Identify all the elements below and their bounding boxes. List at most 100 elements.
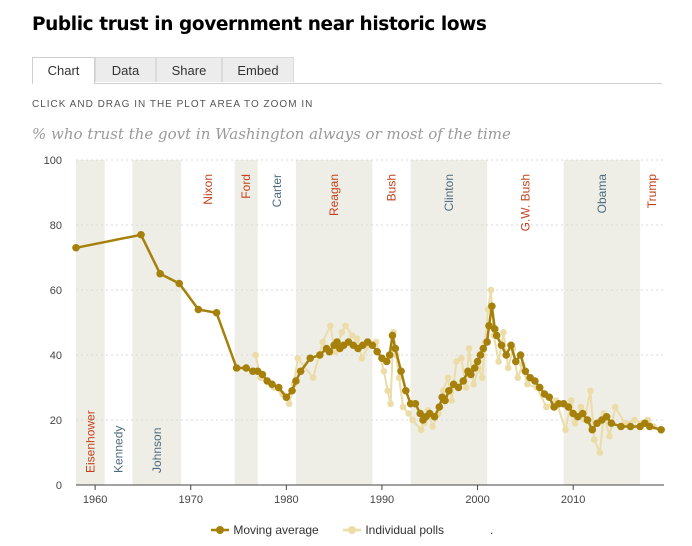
president-band (234, 160, 258, 485)
president-label: Trump (645, 174, 659, 209)
moving-average-point (459, 377, 468, 385)
moving-average-point (175, 279, 184, 288)
legend-individual-polls[interactable]: Individual polls (342, 523, 444, 537)
president-label: Ford (239, 174, 253, 199)
individual-polls-point (543, 403, 550, 411)
individual-polls-point (252, 351, 260, 359)
moving-average-point (411, 399, 420, 408)
individual-polls-point (294, 354, 302, 362)
moving-average-point (316, 351, 324, 359)
individual-polls-point (571, 419, 579, 427)
individual-polls-point (514, 374, 522, 382)
moving-average-point (488, 302, 496, 311)
moving-average-point (382, 357, 391, 366)
moving-average-point (502, 351, 511, 359)
moving-average-point (479, 344, 488, 353)
president-band (132, 160, 182, 485)
legend-individual-polls-label: Individual polls (365, 523, 445, 537)
individual-polls-point (309, 374, 317, 382)
individual-polls-point (462, 384, 470, 391)
y-tick-label: 100 (44, 155, 62, 167)
individual-polls-point (487, 286, 495, 294)
individual-polls-point (417, 426, 425, 434)
individual-polls-point (319, 338, 326, 346)
individual-polls-point (465, 345, 473, 352)
individual-polls-point (523, 380, 531, 388)
moving-average-point (137, 230, 145, 239)
moving-average-point (435, 403, 444, 411)
moving-average-point (242, 364, 250, 372)
moving-average-point (325, 347, 334, 356)
moving-average-point (258, 370, 267, 379)
moving-average-point (470, 364, 479, 372)
chart-subtitle: % who trust the govt in Washington alway… (32, 125, 511, 143)
individual-polls-point (500, 328, 507, 336)
legend-moving-average-icon (211, 526, 229, 534)
y-tick-label: 20 (50, 415, 62, 427)
legend-moving-average-label: Moving average (233, 523, 319, 537)
president-label: Eisenhower (83, 410, 97, 473)
legend-moving-average[interactable]: Moving average (210, 523, 319, 537)
moving-average-point (607, 419, 616, 428)
y-tick-label: 60 (50, 285, 62, 297)
president-label: G.W. Bush (518, 174, 532, 231)
moving-average-point (397, 367, 405, 376)
individual-polls-point (577, 403, 585, 411)
legend-individual-polls-icon (343, 526, 361, 534)
tab-embed[interactable]: Embed (222, 57, 294, 82)
individual-polls-point (444, 374, 452, 382)
moving-average-point (430, 412, 439, 421)
y-tick-label: 80 (50, 220, 62, 232)
president-label: Reagan (327, 174, 341, 216)
individual-polls-point (631, 416, 638, 424)
moving-average-point (476, 351, 485, 359)
individual-polls-point (611, 403, 619, 411)
individual-polls-point (453, 358, 460, 365)
president-label: Obama (595, 174, 609, 214)
moving-average-point (545, 393, 554, 402)
individual-polls-point (479, 374, 486, 382)
individual-polls-point (470, 380, 478, 388)
tab-share[interactable]: Share (156, 57, 222, 82)
individual-polls-point (504, 364, 512, 372)
moving-average-point (657, 425, 665, 434)
moving-average-point (467, 370, 475, 379)
moving-average-point (578, 409, 587, 418)
zoom-hint: CLICK AND DRAG IN THE PLOT AREA TO ZOOM … (32, 99, 314, 110)
moving-average-point (617, 422, 625, 431)
page-title: Public trust in government near historic… (32, 14, 487, 35)
individual-polls-point (353, 335, 361, 343)
president-label: Kennedy (112, 426, 126, 473)
individual-polls-point (562, 426, 569, 434)
president-label: Johnson (150, 428, 164, 473)
x-tick-label: 2000 (465, 494, 489, 506)
tab-data[interactable]: Data (95, 57, 156, 82)
moving-average-point (602, 412, 611, 421)
y-tick-label: 0 (56, 480, 62, 492)
x-tick-label: 1970 (178, 494, 202, 506)
moving-average-point (292, 377, 300, 385)
moving-average-point (373, 347, 381, 356)
individual-polls-point (439, 387, 447, 395)
president-label: Nixon (201, 174, 215, 205)
moving-average-point (416, 409, 424, 418)
moving-average-point (282, 393, 291, 402)
y-tick-label: 40 (50, 350, 62, 362)
moving-average-point (492, 331, 501, 340)
tab-bar: Chart Data Share Embed (32, 57, 662, 84)
individual-polls-point (384, 387, 391, 395)
individual-polls-point (387, 400, 394, 408)
moving-average-point (485, 321, 493, 330)
individual-polls-point (587, 387, 594, 395)
individual-polls-point (285, 400, 293, 408)
tab-chart[interactable]: Chart (32, 57, 95, 84)
moving-average-point (454, 383, 463, 392)
president-band (76, 160, 105, 485)
individual-polls-point (399, 403, 407, 411)
moving-average-point (391, 344, 400, 353)
moving-average-point (274, 383, 283, 392)
trust-chart[interactable]: 0 20 40 60 80 100 1960 1970 1980 1990 2000 2010 Eise… (0, 145, 692, 515)
moving-average-point (564, 403, 573, 411)
moving-average-point (535, 383, 544, 392)
president-band (295, 160, 373, 485)
